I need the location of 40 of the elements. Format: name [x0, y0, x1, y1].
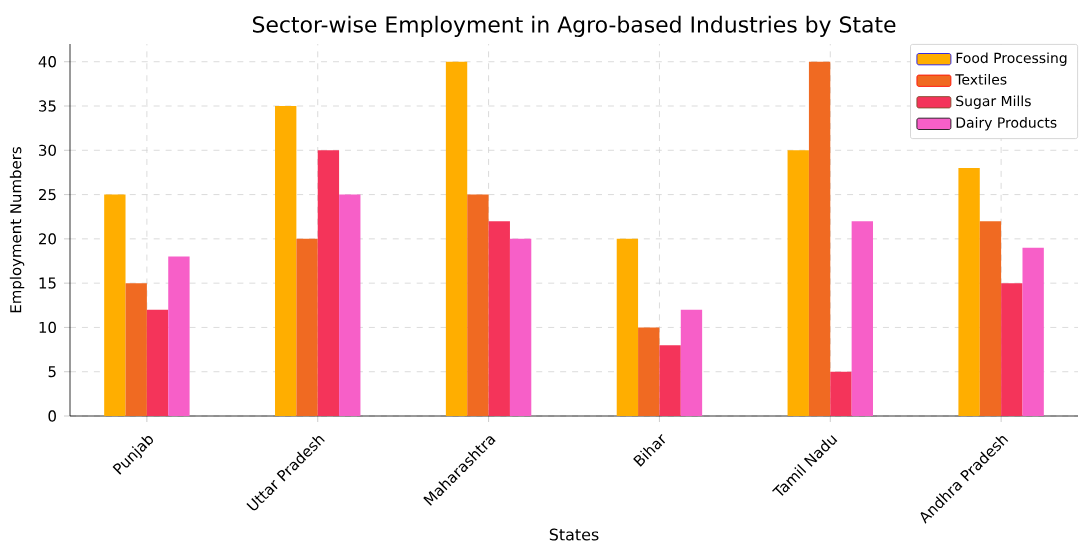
bar [680, 309, 703, 416]
bar [339, 194, 361, 416]
bar [296, 238, 318, 416]
bar [509, 238, 532, 416]
y-tick-label: 10 [39, 321, 56, 334]
chart-title: Sector-wise Employment in Agro-based Industries by State [252, 15, 896, 38]
x-axis-title: States [549, 528, 599, 541]
bar [616, 238, 639, 416]
bar [958, 168, 980, 416]
bar [1022, 247, 1044, 416]
bar [317, 150, 340, 416]
bar [168, 256, 190, 416]
y-tick-label: 15 [39, 277, 56, 289]
y-tick-label: 0 [48, 410, 56, 422]
bar [488, 221, 510, 416]
bar [125, 283, 147, 416]
bar [1001, 283, 1023, 416]
y-tick-label: 25 [39, 188, 56, 201]
bar [979, 221, 1002, 416]
legend-label: Dairy Products [956, 117, 1057, 131]
bar [787, 150, 809, 416]
y-axis-title: Employment Numbers [9, 147, 25, 313]
bar [830, 371, 852, 416]
bar [659, 345, 681, 416]
bar [851, 221, 873, 416]
bar [104, 194, 126, 416]
bar [467, 194, 489, 416]
legend-label: Food Processing [956, 52, 1067, 66]
legend-label: Textiles [955, 73, 1007, 85]
bar [275, 106, 297, 416]
bar [146, 309, 169, 416]
bar [808, 61, 831, 416]
y-tick-label: 20 [39, 233, 56, 245]
bar [445, 61, 468, 416]
y-tick-label: 40 [38, 56, 56, 68]
legend-label: Sugar Mills [956, 95, 1031, 109]
y-tick-label: 35 [39, 100, 56, 112]
y-tick-label: 30 [39, 144, 56, 156]
bar [638, 327, 660, 416]
y-tick-label: 5 [48, 366, 56, 378]
